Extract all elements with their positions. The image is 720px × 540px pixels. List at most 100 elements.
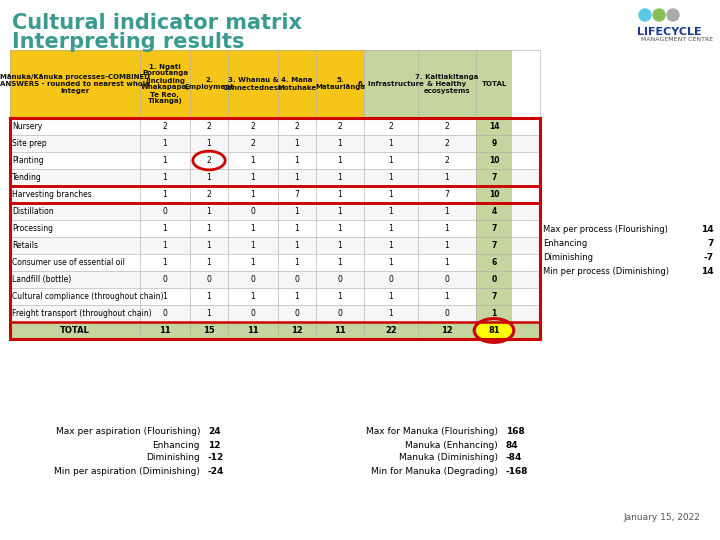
Text: 1: 1 xyxy=(251,190,256,199)
Bar xyxy=(10,203,540,220)
Text: 1: 1 xyxy=(389,258,393,267)
Text: 7. Kaitiakitanga
& Healthy
ecosystems: 7. Kaitiakitanga & Healthy ecosystems xyxy=(415,74,479,94)
Text: Retails: Retails xyxy=(12,241,38,250)
Text: 1: 1 xyxy=(294,292,300,301)
Text: 0: 0 xyxy=(389,275,393,284)
Bar xyxy=(476,220,512,237)
Bar xyxy=(476,169,512,186)
Text: 4. Mana
Motuhake: 4. Mana Motuhake xyxy=(277,78,317,91)
Text: 10: 10 xyxy=(489,156,499,165)
Bar xyxy=(10,135,540,152)
Text: 1: 1 xyxy=(163,241,167,250)
Bar xyxy=(10,271,540,288)
Text: 6: 6 xyxy=(491,258,497,267)
Text: 1: 1 xyxy=(338,190,343,199)
Text: Cultural compliance (throughout chain): Cultural compliance (throughout chain) xyxy=(12,292,163,301)
Text: Cultural indicator matrix: Cultural indicator matrix xyxy=(12,13,302,33)
Text: 1: 1 xyxy=(338,258,343,267)
Text: 1: 1 xyxy=(207,241,212,250)
Text: 0: 0 xyxy=(338,275,343,284)
Text: 1: 1 xyxy=(294,224,300,233)
Text: Tending: Tending xyxy=(12,173,42,182)
Circle shape xyxy=(653,9,665,21)
Text: 1: 1 xyxy=(445,292,449,301)
Text: 7: 7 xyxy=(491,241,497,250)
Text: 12: 12 xyxy=(291,326,303,335)
Text: 1: 1 xyxy=(445,173,449,182)
Text: 2: 2 xyxy=(445,139,449,148)
Text: 2: 2 xyxy=(251,122,256,131)
Text: 11: 11 xyxy=(247,326,259,335)
Text: Enhancing: Enhancing xyxy=(153,441,200,449)
Bar xyxy=(476,322,512,339)
Text: 15: 15 xyxy=(203,326,215,335)
Text: 24: 24 xyxy=(208,428,220,436)
Text: 0: 0 xyxy=(444,275,449,284)
Text: Diminishing: Diminishing xyxy=(543,253,593,262)
Text: 0: 0 xyxy=(163,309,168,318)
Text: 7: 7 xyxy=(491,292,497,301)
Bar xyxy=(10,203,540,322)
Text: 1: 1 xyxy=(294,241,300,250)
Bar xyxy=(476,305,512,322)
Text: LIFECYCLE: LIFECYCLE xyxy=(637,27,701,37)
Text: Min per aspiration (Diminishing): Min per aspiration (Diminishing) xyxy=(54,467,200,476)
Text: 1: 1 xyxy=(445,241,449,250)
Text: 1: 1 xyxy=(163,173,167,182)
Text: -84: -84 xyxy=(506,454,523,462)
Circle shape xyxy=(639,9,651,21)
Bar xyxy=(10,118,540,339)
Text: 1: 1 xyxy=(389,173,393,182)
Text: 1: 1 xyxy=(338,156,343,165)
Text: Harvesting branches: Harvesting branches xyxy=(12,190,91,199)
Text: 1: 1 xyxy=(294,207,300,216)
Text: 22: 22 xyxy=(385,326,397,335)
Text: 2: 2 xyxy=(251,139,256,148)
Text: 1: 1 xyxy=(207,173,212,182)
Text: 1: 1 xyxy=(207,224,212,233)
Text: 81: 81 xyxy=(488,326,500,335)
Text: 1: 1 xyxy=(163,139,167,148)
Text: 14: 14 xyxy=(701,226,714,234)
Text: 7: 7 xyxy=(491,173,497,182)
Text: 1: 1 xyxy=(389,224,393,233)
Text: 0: 0 xyxy=(444,309,449,318)
Text: 0: 0 xyxy=(207,275,212,284)
Text: 0: 0 xyxy=(251,309,256,318)
Text: Min for Manuka (Degrading): Min for Manuka (Degrading) xyxy=(371,467,498,476)
Text: 1: 1 xyxy=(294,173,300,182)
Text: 1: 1 xyxy=(251,258,256,267)
Text: Max per aspiration (Flourishing): Max per aspiration (Flourishing) xyxy=(55,428,200,436)
Text: 1: 1 xyxy=(338,241,343,250)
Text: 9: 9 xyxy=(491,139,497,148)
Bar xyxy=(476,254,512,271)
Text: Planting: Planting xyxy=(12,156,44,165)
Bar xyxy=(10,118,540,135)
Text: 12: 12 xyxy=(208,441,220,449)
Text: 0: 0 xyxy=(251,275,256,284)
Text: 0: 0 xyxy=(163,207,168,216)
Bar xyxy=(476,288,512,305)
Text: 1: 1 xyxy=(389,309,393,318)
Text: 168: 168 xyxy=(506,428,525,436)
Text: 4: 4 xyxy=(491,207,497,216)
Text: 5.
Matauriānga: 5. Matauriānga xyxy=(315,78,365,91)
Text: Consumer use of essential oil: Consumer use of essential oil xyxy=(12,258,125,267)
Text: Freight transport (throughout chain): Freight transport (throughout chain) xyxy=(12,309,152,318)
Text: TOTAL: TOTAL xyxy=(482,81,507,87)
Text: MANAGEMENT CENTRE: MANAGEMENT CENTRE xyxy=(641,37,713,42)
Text: 1: 1 xyxy=(251,224,256,233)
Text: 1: 1 xyxy=(338,207,343,216)
Bar xyxy=(10,237,540,254)
Text: TOTAL: TOTAL xyxy=(60,326,90,335)
Text: 0: 0 xyxy=(251,207,256,216)
Bar xyxy=(10,305,540,322)
Text: 1: 1 xyxy=(389,190,393,199)
Text: 1: 1 xyxy=(207,139,212,148)
Bar xyxy=(10,169,540,186)
Text: 2: 2 xyxy=(445,156,449,165)
Text: 0: 0 xyxy=(491,275,497,284)
Text: 7: 7 xyxy=(491,224,497,233)
Text: 1: 1 xyxy=(338,292,343,301)
Text: Site prep: Site prep xyxy=(12,139,47,148)
